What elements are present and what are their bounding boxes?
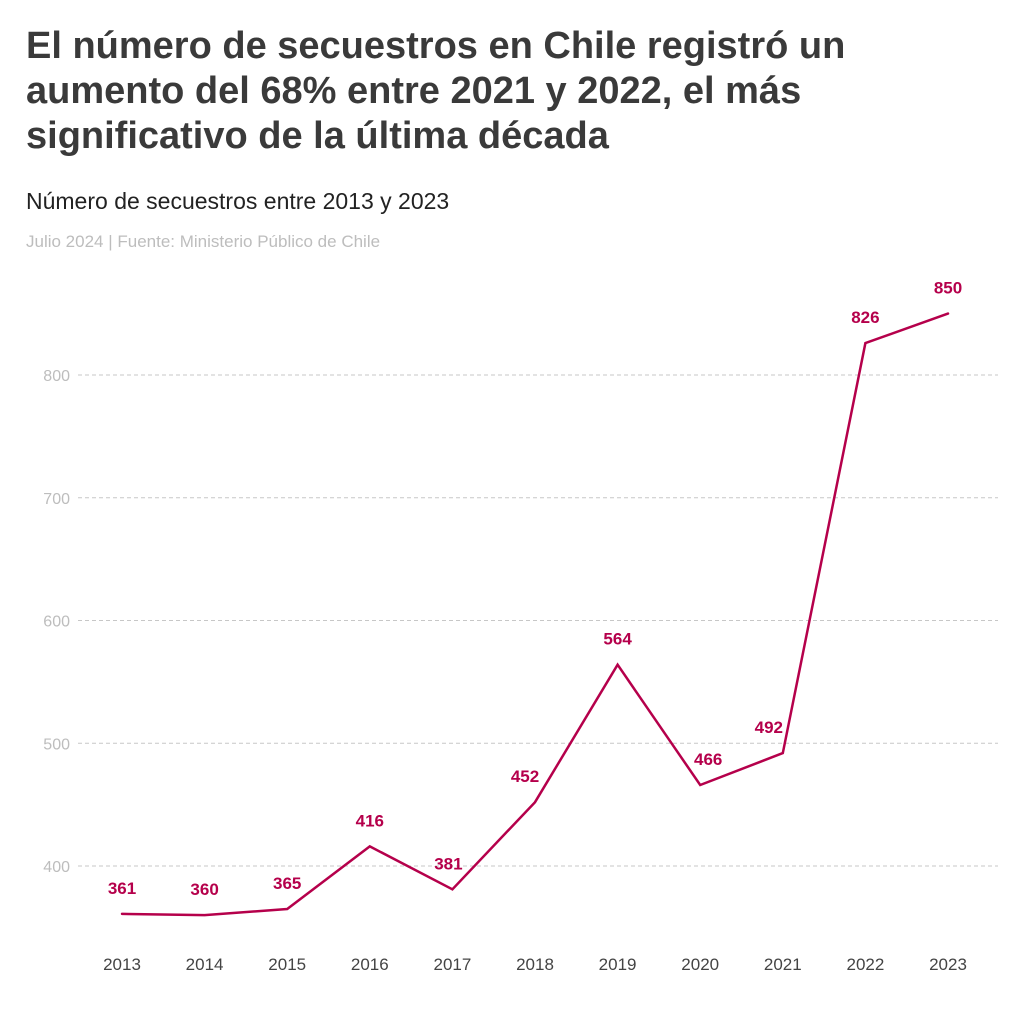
- data-label-2015: 365: [273, 874, 301, 893]
- x-axis-ticks: 2013 2014 2015 2016 2017 2018 2019 2020 2021 2022…: [103, 955, 967, 974]
- data-point-2013: [120, 912, 124, 916]
- x-tick-label-2016: 2016: [351, 955, 389, 974]
- data-label-2021: 492: [755, 718, 783, 737]
- data-point-2014: [203, 913, 207, 917]
- x-tick-label-2018: 2018: [516, 955, 554, 974]
- data-point-2016: [368, 844, 372, 848]
- data-point-2019: [616, 663, 620, 667]
- x-tick-label-2023: 2023: [929, 955, 967, 974]
- y-tick-label-800: 800: [43, 368, 70, 385]
- data-point-2017: [450, 887, 454, 891]
- y-tick-label-500: 500: [43, 736, 70, 753]
- y-tick-label-700: 700: [43, 491, 70, 508]
- x-tick-label-2017: 2017: [433, 955, 471, 974]
- x-tick-label-2022: 2022: [846, 955, 884, 974]
- data-point-2023: [946, 312, 950, 316]
- series-group: [120, 312, 950, 917]
- data-label-2014: 360: [190, 880, 218, 899]
- data-point-2015: [285, 907, 289, 911]
- data-label-2017: 381: [434, 854, 462, 873]
- y-tick-label-600: 600: [43, 614, 70, 631]
- data-point-2020: [698, 783, 702, 787]
- x-tick-label-2015: 2015: [268, 955, 306, 974]
- data-label-2016: 416: [356, 811, 384, 830]
- data-label-2022: 826: [851, 308, 879, 327]
- x-tick-label-2014: 2014: [186, 955, 224, 974]
- chart-title: El número de secuestros en Chile registr…: [26, 25, 846, 157]
- data-label-2023: 850: [934, 279, 962, 298]
- y-grid: 400 500 600 700 800: [43, 368, 998, 876]
- chart-source: Julio 2024 | Fuente: Ministerio Público …: [26, 232, 381, 251]
- x-tick-label-2020: 2020: [681, 955, 719, 974]
- x-tick-label-2019: 2019: [599, 955, 637, 974]
- chart-subtitle: Número de secuestros entre 2013 y 2023: [26, 188, 450, 214]
- x-tick-label-2021: 2021: [764, 955, 802, 974]
- data-point-2022: [863, 341, 867, 345]
- data-point-2018: [533, 800, 537, 804]
- series-line-0: [120, 312, 950, 917]
- data-label-2018: 452: [511, 767, 539, 786]
- data-label-2019: 564: [603, 630, 632, 649]
- data-labels: 361 360 365 416 381 452 564 466 492 826 850: [108, 279, 962, 899]
- data-label-2020: 466: [694, 750, 722, 769]
- data-point-2021: [781, 751, 785, 755]
- x-tick-label-2013: 2013: [103, 955, 141, 974]
- y-tick-label-400: 400: [43, 859, 70, 876]
- data-label-2013: 361: [108, 879, 136, 898]
